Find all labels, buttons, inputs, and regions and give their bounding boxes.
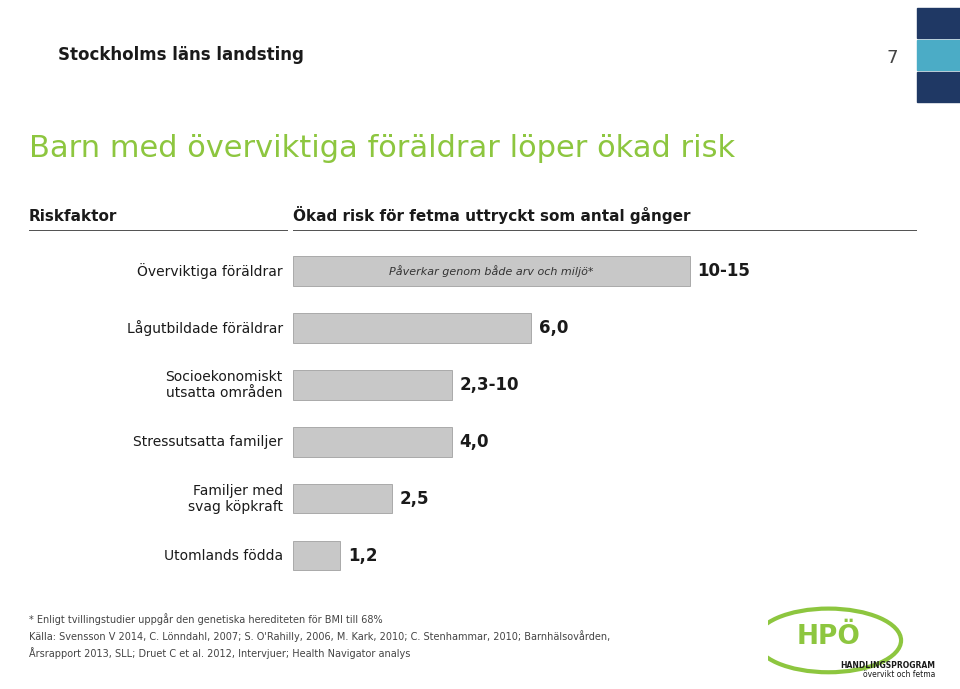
Text: Utomlands födda: Utomlands födda [164,548,283,563]
Text: * Enligt tvillingstudier uppgår den genetiska herediteten för BMI till 68%
Källa: * Enligt tvillingstudier uppgår den gene… [29,613,610,659]
Bar [293,427,451,457]
Text: 10-15: 10-15 [698,263,751,280]
Text: Stressutsatta familjer: Stressutsatta familjer [133,435,283,449]
Bar [293,370,451,400]
Bar [917,8,960,38]
Text: 1,2: 1,2 [348,546,378,564]
Text: 6,0: 6,0 [539,319,568,337]
Text: Barn med överviktiga föräldrar löper ökad risk: Barn med överviktiga föräldrar löper öka… [29,134,735,163]
Text: 2,3-10: 2,3-10 [460,376,519,394]
Bar [293,541,341,570]
Text: 2,5: 2,5 [400,490,429,508]
Text: Överviktiga föräldrar: Överviktiga föräldrar [137,263,283,279]
Text: HANDLINGSPROGRAM: HANDLINGSPROGRAM [841,661,936,670]
Text: 7: 7 [886,49,898,67]
Bar [293,313,531,343]
Bar [917,72,960,102]
Text: Ökad risk för fetma uttryckt som antal gånger: Ökad risk för fetma uttryckt som antal g… [293,206,690,224]
Bar [293,256,689,286]
Text: 4,0: 4,0 [460,433,489,451]
Text: Stockholms läns landsting: Stockholms läns landsting [58,46,303,64]
Text: HPÖ: HPÖ [797,624,860,650]
Text: Lågutbildade föräldrar: Lågutbildade föräldrar [127,320,283,336]
Bar [293,484,392,513]
Text: Påverkar genom både arv och miljö*: Påverkar genom både arv och miljö* [389,265,593,277]
Bar [917,40,960,70]
Text: Riskfaktor: Riskfaktor [29,209,117,224]
Text: Familjer med
svag köpkraft: Familjer med svag köpkraft [188,484,283,514]
Text: övervikt och fetma: övervikt och fetma [863,670,936,679]
Text: Socioekonomiskt
utsatta områden: Socioekonomiskt utsatta områden [165,370,283,400]
